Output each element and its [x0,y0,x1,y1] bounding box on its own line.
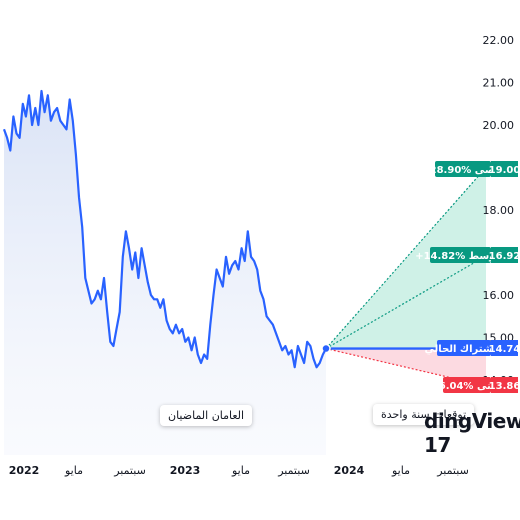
past-section-label: العامان الماضيان [160,405,253,426]
y-tick-label: 22.00 [483,34,515,47]
forecast-badges: +28.90% أقصى 19.00 +14.82% متوسط 16.92 ا… [415,161,520,393]
max-forecast-line [325,167,487,349]
avg-badge-label: +14.82% متوسط [415,251,506,262]
max-badge: +28.90% أقصى 19.00 [421,161,520,177]
y-tick-label: 16.00 [483,289,515,302]
x-tick-label: مايو [64,464,83,477]
current-badge-label: الاشتراك الحالي [424,344,503,355]
x-tick-label: مايو [231,464,250,477]
tradingview-logo: dingView 17 [424,409,520,457]
avg-forecast-line [325,255,487,350]
price-area [4,91,326,455]
x-tick-label: 2023 [170,464,201,477]
avg-badge-value: 16.92 [489,251,520,262]
current-badge: الاشتراك الحالي 14.74 [424,340,520,356]
x-tick-label: سبتمبر [277,464,310,477]
min-badge-label: -6.04% أدنى [435,379,500,392]
tradingview-logo-icon: 17 [424,433,451,457]
price-series [2,89,327,455]
x-tick-label: سبتمبر [436,464,469,477]
min-badge: -6.04% أدنى 13.86 [435,377,520,393]
y-tick-label: 18.00 [483,204,515,217]
future-section-label: توقعات سنة واحدة [373,404,475,425]
x-tick-label: 2024 [334,464,365,477]
max-badge-label: +28.90% أقصى [421,163,504,176]
current-badge-value: 14.74 [489,344,520,355]
x-tick-label: سبتمبر [113,464,146,477]
max-badge-value: 19.00 [489,165,520,176]
forecast-cone [321,167,487,387]
x-tick-label: مايو [391,464,410,477]
y-tick-label: 21.00 [483,77,515,90]
y-axis: 22.0021.0020.0019.0018.0017.0016.0015.00… [483,34,515,387]
x-tick-label: 2022 [9,464,40,477]
brand-text: dingView [424,409,520,433]
price-line [2,89,327,369]
y-tick-label: 20.00 [483,119,515,132]
min-badge-value: 13.86 [489,381,520,392]
x-axis: 2022 مايو سبتمبر 2023 مايو سبتمبر 2024 مايو سبتم… [9,464,469,477]
avg-badge: +14.82% متوسط 16.92 [415,247,520,263]
